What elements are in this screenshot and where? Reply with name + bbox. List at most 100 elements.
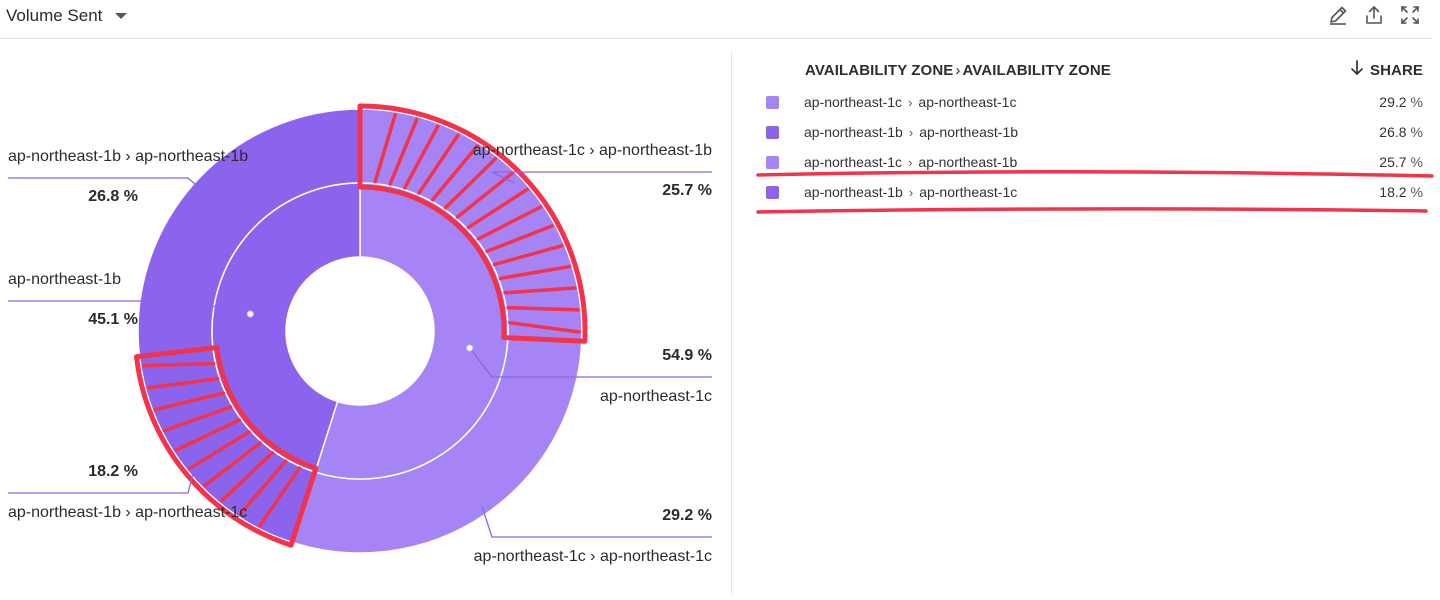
- widget-toolbar: [1326, 0, 1422, 30]
- inner-ring-slice[interactable]: [211, 182, 361, 473]
- legend-row-value: 26.8: [1379, 124, 1407, 140]
- inner-ring: [211, 182, 509, 480]
- highlight-hatch: [503, 286, 577, 295]
- legend-row-label: ap-northeast-1c › ap-northeast-1b: [804, 154, 1017, 170]
- highlight-hatch: [430, 144, 480, 202]
- slice-label: ap-northeast-1b › ap-northeast-1b: [8, 148, 248, 165]
- legend-row-separator: ›: [908, 124, 914, 140]
- legend-row-share: 26.8%: [1379, 124, 1423, 140]
- legend-row-to: ap-northeast-1b: [919, 124, 1019, 140]
- arrow-down-icon: [1350, 60, 1364, 80]
- highlight-hatch: [187, 430, 251, 471]
- slice-label: ap-northeast-1b: [8, 271, 121, 288]
- leader-line: [491, 171, 712, 184]
- slice-center-dot: [466, 344, 474, 352]
- share-label: SHARE: [1369, 61, 1423, 79]
- legend-row-unit: %: [1410, 184, 1423, 200]
- highlight-hatch: [142, 361, 216, 368]
- legend-row-value: 29.2: [1379, 94, 1407, 110]
- highlight-hatch: [153, 391, 226, 412]
- slice-value-label: 54.9 %: [662, 347, 712, 364]
- legend-swatch: [766, 185, 779, 199]
- legend-row-share: 18.2%: [1379, 184, 1423, 200]
- legend-column-2: AVAILABILITY ZONE: [962, 61, 1111, 79]
- chart-pane: ap-northeast-1b › ap-northeast-1b 26.8 % a…: [0, 39, 730, 595]
- slice-value-label: 29.2 %: [662, 507, 712, 524]
- highlight-hatch: [203, 441, 262, 488]
- highlight-hatch: [492, 244, 564, 267]
- leader-line: [8, 177, 201, 190]
- highlight-outline: [357, 103, 588, 344]
- slice-value-label: 45.1 %: [88, 311, 138, 328]
- slice-label: ap-northeast-1b › ap-northeast-1c: [8, 504, 247, 521]
- highlight-hatch: [417, 133, 460, 195]
- highlight-hatch: [258, 466, 302, 528]
- highlight-hatch: [403, 124, 440, 190]
- legend-list: ap-northeast-1c › ap-northeast-1c 29.2% ap-n…: [766, 87, 1423, 207]
- leader-line: [481, 506, 712, 538]
- legend-row-share: 25.7%: [1379, 154, 1423, 170]
- legend-row-to: ap-northeast-1c: [918, 94, 1017, 110]
- legend-row-separator: ›: [908, 154, 913, 170]
- slice-label: ap-northeast-1c: [600, 388, 712, 405]
- slice-label: ap-northeast-1c › ap-northeast-1b: [473, 142, 712, 159]
- legend-swatch: [766, 95, 779, 109]
- legend-row-to: ap-northeast-1b: [918, 154, 1018, 170]
- legend-row-unit: %: [1410, 124, 1423, 140]
- legend-header: AVAILABILITY ZONE › AVAILABILITY ZONE SH…: [805, 59, 1423, 81]
- highlight-hatch: [219, 451, 275, 503]
- highlight-hatch: [508, 320, 581, 334]
- legend-row-separator: ›: [908, 184, 914, 200]
- leader-line: [8, 466, 196, 494]
- legend-row-share: 29.2%: [1379, 94, 1423, 110]
- pane-divider: [731, 52, 732, 595]
- legend-row-from: ap-northeast-1c: [804, 154, 903, 170]
- export-icon[interactable]: [1362, 3, 1386, 27]
- legend-row-from: ap-northeast-1b: [804, 184, 903, 200]
- share-sort-button[interactable]: SHARE: [1350, 60, 1423, 80]
- highlight-outline: [133, 344, 319, 548]
- legend-group-columns[interactable]: AVAILABILITY ZONE › AVAILABILITY ZONE: [805, 62, 1111, 79]
- highlight-hatch: [506, 305, 580, 312]
- leader-line: [8, 300, 251, 315]
- legend-pane: AVAILABILITY ZONE › AVAILABILITY ZONE SH…: [732, 39, 1432, 595]
- highlight-hatch: [238, 459, 288, 517]
- pencil-icon[interactable]: [1326, 3, 1350, 27]
- highlight-hatch: [163, 405, 233, 433]
- legend-row[interactable]: ap-northeast-1b › ap-northeast-1c 18.2%: [766, 177, 1423, 207]
- highlight-hatch: [498, 264, 572, 281]
- legend-row-label: ap-northeast-1c › ap-northeast-1c: [804, 94, 1016, 110]
- expand-icon[interactable]: [1398, 3, 1422, 27]
- highlight-hatch: [174, 418, 241, 452]
- highlight-hatch: [485, 224, 554, 254]
- inner-ring-slice[interactable]: [314, 182, 509, 480]
- slice-label: ap-northeast-1c › ap-northeast-1c: [474, 548, 712, 565]
- legend-swatch: [766, 155, 779, 169]
- legend-row-from: ap-northeast-1b: [804, 124, 903, 140]
- slice-value-label: 18.2 %: [88, 463, 138, 480]
- legend-row[interactable]: ap-northeast-1b › ap-northeast-1b 26.8%: [766, 117, 1423, 147]
- legend-row-from: ap-northeast-1c: [804, 94, 903, 110]
- legend-row-to: ap-northeast-1c: [919, 184, 1018, 200]
- sunburst-chart: ap-northeast-1b › ap-northeast-1b 26.8 % a…: [8, 103, 712, 565]
- legend-row[interactable]: ap-northeast-1c › ap-northeast-1b 25.7%: [766, 147, 1423, 177]
- highlight-hatch: [476, 205, 543, 241]
- leader-line: [469, 347, 712, 378]
- legend-row[interactable]: ap-northeast-1c › ap-northeast-1c 29.2%: [766, 87, 1423, 117]
- legend-row-unit: %: [1410, 154, 1423, 170]
- highlight-hatch: [373, 113, 397, 184]
- legend-row-label: ap-northeast-1b › ap-northeast-1c: [804, 184, 1017, 200]
- highlight-hatch: [388, 117, 419, 186]
- slice-center-dot: [246, 310, 254, 318]
- widget-title: Volume Sent: [6, 6, 103, 25]
- widget-title-dropdown[interactable]: Volume Sent: [6, 0, 128, 32]
- slice-value-label: 26.8 %: [88, 188, 138, 205]
- legend-row-unit: %: [1410, 94, 1423, 110]
- highlight-hatch: [466, 187, 529, 230]
- widget-header: Volume Sent: [0, 0, 1432, 39]
- chevron-down-icon[interactable]: [114, 11, 128, 21]
- slice-value-label: 25.7 %: [662, 182, 712, 199]
- legend-swatch: [766, 125, 779, 139]
- highlight-hatch: [443, 157, 498, 210]
- legend-row-separator: ›: [908, 94, 913, 110]
